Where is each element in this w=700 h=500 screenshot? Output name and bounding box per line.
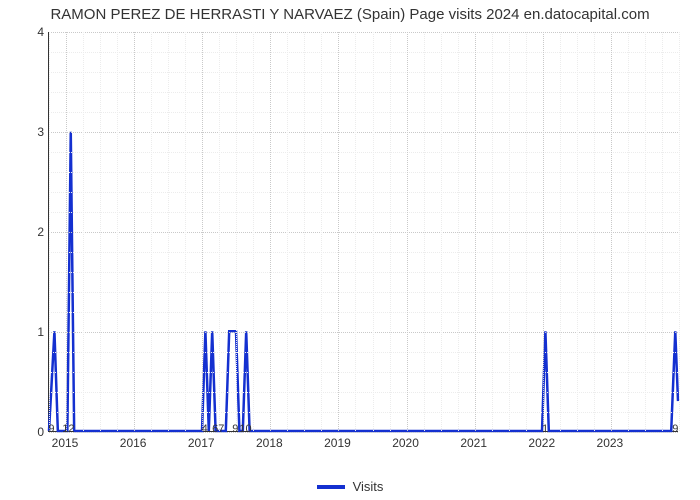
point-annotation: 4 [202, 423, 208, 435]
visits-chart: RAMON PEREZ DE HERRASTI Y NARVAEZ (Spain… [0, 0, 700, 500]
point-annotation: 1 [542, 423, 548, 435]
x-subgridline [424, 32, 425, 431]
y-subgridline [49, 92, 678, 93]
y-subgridline [49, 372, 678, 373]
y-subgridline [49, 172, 678, 173]
point-annotation: 67 [212, 423, 224, 435]
y-gridline [49, 332, 678, 333]
y-subgridline [49, 192, 678, 193]
x-subgridline [594, 32, 595, 431]
legend-swatch [317, 485, 345, 489]
x-subgridline [236, 32, 237, 431]
x-subgridline [151, 32, 152, 431]
x-subgridline [219, 32, 220, 431]
x-gridline [270, 32, 271, 431]
y-subgridline [49, 152, 678, 153]
x-subgridline [373, 32, 374, 431]
y-subgridline [49, 272, 678, 273]
y-subgridline [49, 52, 678, 53]
x-gridline [338, 32, 339, 431]
y-subgridline [49, 252, 678, 253]
y-subgridline [49, 312, 678, 313]
x-subgridline [304, 32, 305, 431]
y-tick-label: 1 [0, 325, 44, 339]
y-tick-label: 4 [0, 25, 44, 39]
x-tick-label: 2021 [460, 436, 487, 450]
point-annotation: 9 [48, 423, 54, 435]
x-tick-label: 2023 [597, 436, 624, 450]
legend: Visits [0, 478, 700, 494]
x-subgridline [100, 32, 101, 431]
x-subgridline [628, 32, 629, 431]
y-subgridline [49, 412, 678, 413]
plot-area [48, 32, 678, 432]
y-tick-label: 2 [0, 225, 44, 239]
y-subgridline [49, 112, 678, 113]
chart-title: RAMON PEREZ DE HERRASTI Y NARVAEZ (Spain… [0, 6, 700, 23]
x-gridline [407, 32, 408, 431]
x-gridline [543, 32, 544, 431]
x-subgridline [662, 32, 663, 431]
x-tick-label: 2015 [52, 436, 79, 450]
x-tick-label: 2019 [324, 436, 351, 450]
y-gridline [49, 132, 678, 133]
x-subgridline [390, 32, 391, 431]
x-gridline [66, 32, 67, 431]
y-tick-label: 3 [0, 125, 44, 139]
x-subgridline [185, 32, 186, 431]
y-tick-label: 0 [0, 425, 44, 439]
x-subgridline [560, 32, 561, 431]
x-subgridline [49, 32, 50, 431]
point-annotation: 10 [239, 423, 251, 435]
y-subgridline [49, 212, 678, 213]
x-tick-label: 2017 [188, 436, 215, 450]
x-subgridline [168, 32, 169, 431]
x-subgridline [287, 32, 288, 431]
x-subgridline [83, 32, 84, 431]
x-gridline [202, 32, 203, 431]
point-annotation: 9 [672, 423, 678, 435]
y-subgridline [49, 392, 678, 393]
x-subgridline [355, 32, 356, 431]
x-subgridline [526, 32, 527, 431]
x-subgridline [577, 32, 578, 431]
y-gridline [49, 432, 678, 433]
x-subgridline [458, 32, 459, 431]
x-subgridline [492, 32, 493, 431]
y-subgridline [49, 292, 678, 293]
point-annotation: 12 [62, 423, 74, 435]
x-tick-label: 2020 [392, 436, 419, 450]
legend-label: Visits [353, 479, 384, 494]
y-subgridline [49, 352, 678, 353]
x-subgridline [441, 32, 442, 431]
x-gridline [134, 32, 135, 431]
x-gridline [611, 32, 612, 431]
point-annotation: 9 [232, 423, 238, 435]
x-subgridline [321, 32, 322, 431]
x-subgridline [117, 32, 118, 431]
x-subgridline [645, 32, 646, 431]
x-subgridline [679, 32, 680, 431]
x-gridline [475, 32, 476, 431]
x-tick-label: 2022 [528, 436, 555, 450]
y-subgridline [49, 72, 678, 73]
x-subgridline [509, 32, 510, 431]
x-subgridline [253, 32, 254, 431]
y-gridline [49, 32, 678, 33]
y-gridline [49, 232, 678, 233]
x-tick-label: 2018 [256, 436, 283, 450]
x-tick-label: 2016 [120, 436, 147, 450]
